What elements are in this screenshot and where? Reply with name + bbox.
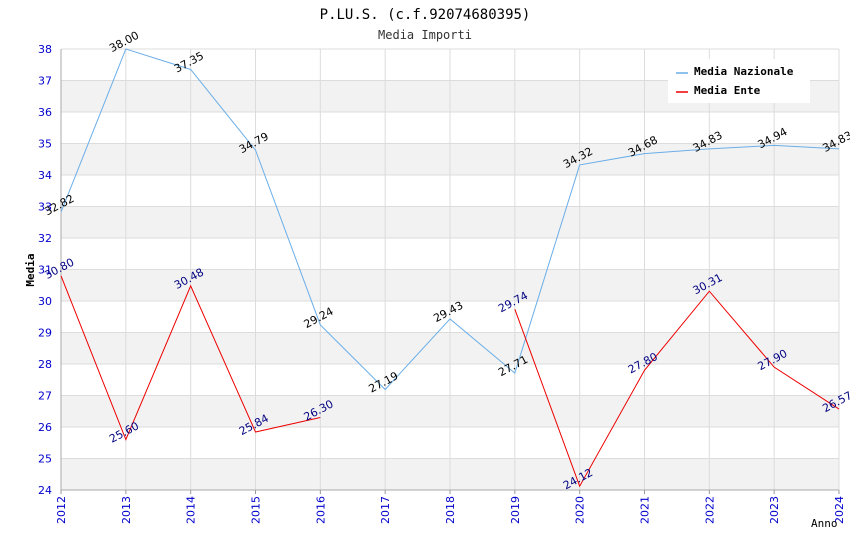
x-tick-label: 2018	[444, 496, 457, 524]
y-tick-label: 25	[38, 453, 52, 466]
series-line-media-nazionale	[60, 48, 840, 391]
y-tick-label: 31	[38, 264, 52, 277]
legend: Media Nazionale Media Ente	[668, 59, 810, 103]
y-tick-label: 28	[38, 358, 52, 371]
grid-lines	[60, 48, 840, 491]
y-tick-label: 29	[38, 327, 52, 340]
x-tick-label: 2020	[574, 496, 587, 524]
chart-subtitle: Media Importi	[378, 28, 472, 42]
series-line-media-ente	[514, 290, 840, 488]
y-tick-label: 36	[38, 106, 52, 119]
x-tick-label: 2014	[185, 496, 198, 524]
y-tick-label: 35	[38, 138, 52, 151]
x-tick-label: 2013	[120, 496, 133, 524]
y-axis-label: Media	[24, 253, 37, 286]
legend-box	[668, 59, 810, 103]
x-tick-label: 2012	[55, 496, 68, 524]
y-tick-label: 38	[38, 43, 52, 56]
x-tick-label: 2019	[509, 496, 522, 524]
legend-label-media-ente: Media Ente	[694, 84, 761, 97]
x-axis-label: Anno	[811, 517, 838, 530]
y-tick-label: 33	[38, 201, 52, 214]
x-tick-label: 2015	[250, 496, 263, 524]
y-tick-label: 34	[38, 169, 52, 182]
x-tick-label: 2024	[833, 496, 846, 524]
x-tick-labels: 2012 2013 2014 2015 2016 2017 2018 2019 2020 2021…	[55, 496, 846, 524]
series-line-media-ente	[60, 275, 321, 441]
y-tick-labels: 24 25 26 27 28 29 30 31 32 33 34 35 36 37 38	[38, 43, 52, 497]
x-tick-label: 2021	[639, 496, 652, 524]
chart-title: P.LU.S. (c.f.92074680395)	[320, 7, 531, 23]
y-tick-label: 27	[38, 390, 52, 403]
y-tick-label: 24	[38, 484, 52, 497]
series-lines	[60, 48, 840, 488]
x-tick-label: 2023	[768, 496, 781, 524]
x-tick-label: 2017	[379, 496, 392, 524]
y-tick-label: 32	[38, 232, 52, 245]
y-tick-label: 30	[38, 295, 52, 308]
x-tick-label: 2016	[314, 496, 327, 524]
x-tick-label: 2022	[703, 496, 716, 524]
axes	[60, 49, 840, 494]
y-tick-label: 26	[38, 421, 52, 434]
y-tick-label: 37	[38, 75, 52, 88]
legend-label-media-nazionale: Media Nazionale	[694, 65, 794, 78]
